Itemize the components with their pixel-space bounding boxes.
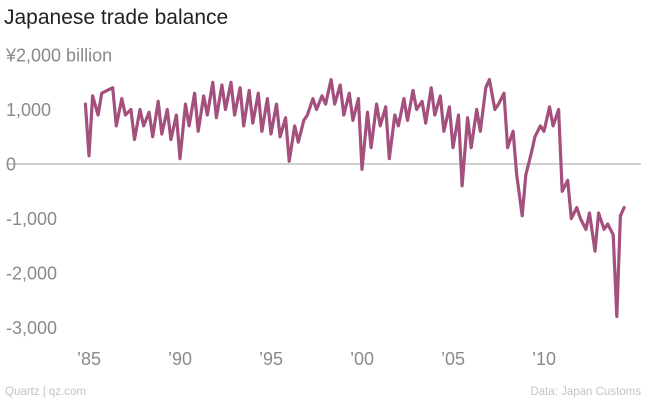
- y-tick-label: ¥2,000 billion: [5, 46, 112, 66]
- y-tick-label: 1,000: [6, 100, 51, 120]
- trade-balance-line: [83, 77, 626, 319]
- x-axis: ’85 ’90 ’95 ’00 ’05 ’10: [77, 349, 556, 369]
- y-tick-label: -3,000: [6, 318, 57, 338]
- x-tick-label: ’10: [532, 349, 556, 369]
- x-tick-label: ’05: [441, 349, 465, 369]
- source-text: Data: Japan Customs: [530, 386, 641, 398]
- x-tick-label: ’00: [350, 349, 374, 369]
- x-tick-label: ’85: [77, 349, 101, 369]
- y-tick-label: -1,000: [6, 209, 57, 229]
- x-tick-label: ’90: [168, 349, 192, 369]
- x-tick-label: ’95: [259, 349, 283, 369]
- chart-title: Japanese trade balance: [4, 6, 229, 29]
- y-tick-label: -2,000: [6, 264, 57, 284]
- credit-text: Quartz | qz.com: [5, 386, 86, 398]
